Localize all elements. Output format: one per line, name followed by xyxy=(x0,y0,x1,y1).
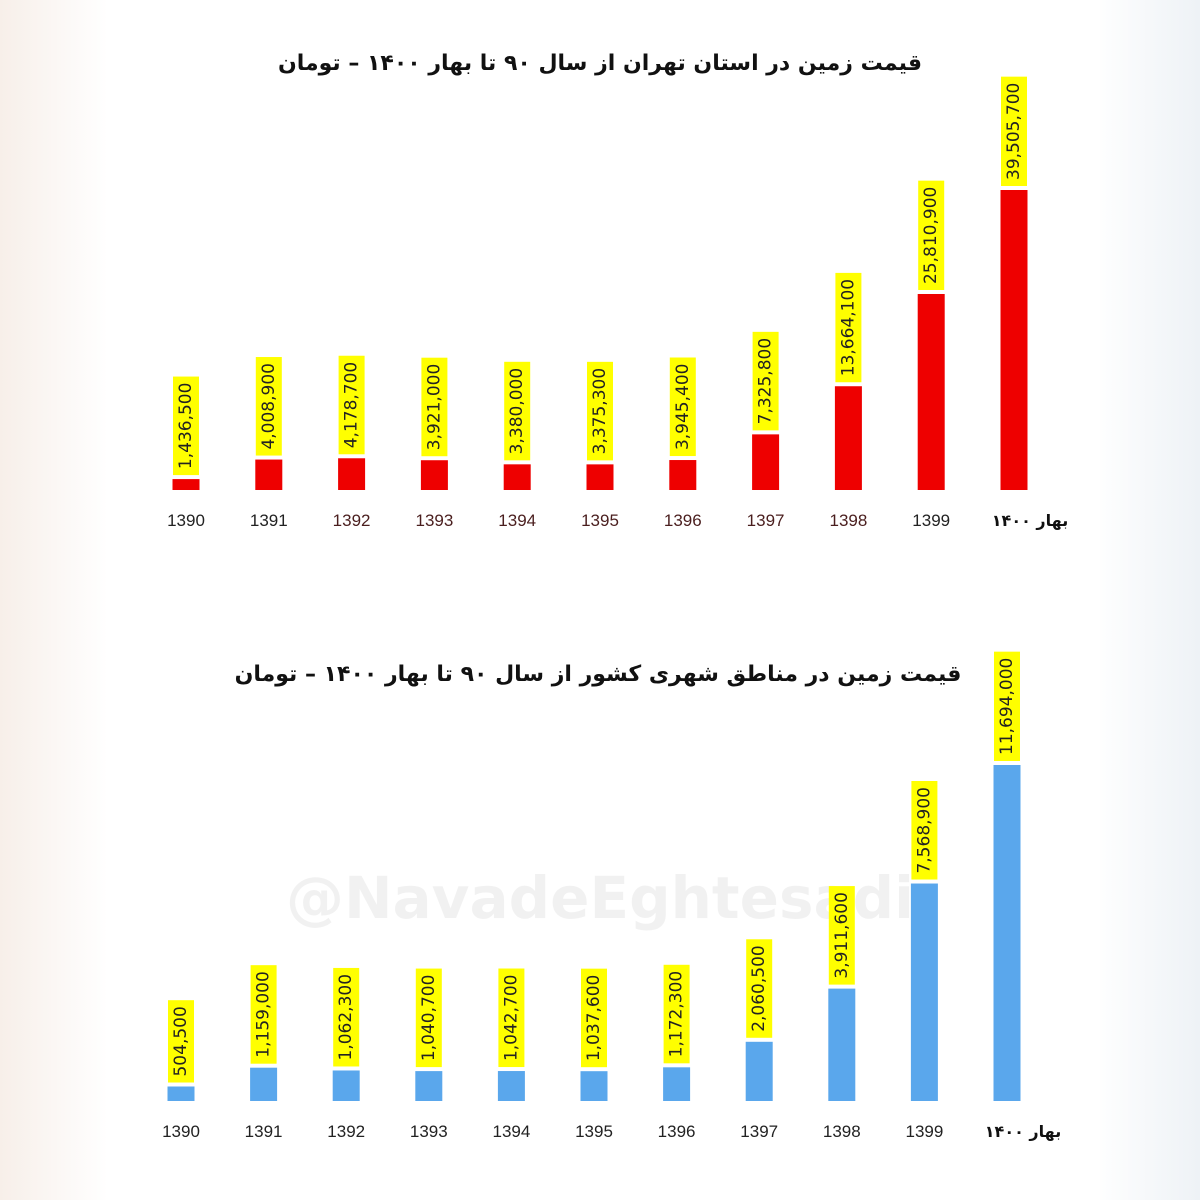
tick-label: 1391 xyxy=(245,1122,283,1141)
data-label-bg xyxy=(587,361,613,461)
data-label: 504,500 xyxy=(171,1006,191,1076)
data-label: 1,436,500 xyxy=(176,383,196,470)
data-label: 25,810,900 xyxy=(921,187,941,284)
tick-label: 1392 xyxy=(333,511,371,530)
data-label-bg xyxy=(669,357,696,457)
data-label-bg xyxy=(994,651,1020,761)
data-label-bg xyxy=(168,1000,194,1083)
data-label-bg xyxy=(746,939,773,1038)
tick-label: 1398 xyxy=(823,1122,861,1141)
watermark-text: @NavadeEghtesadi xyxy=(286,864,914,932)
data-label: 3,380,000 xyxy=(507,368,527,455)
bar xyxy=(415,1071,443,1101)
data-label-bg xyxy=(752,331,779,431)
data-label: 11,694,000 xyxy=(997,658,1017,755)
bar xyxy=(420,460,448,490)
data-label-bg xyxy=(663,964,690,1064)
data-label: 7,325,800 xyxy=(756,338,776,425)
chart-title: قیمت زمین در مناطق شهری کشور از سال ۹۰ ت… xyxy=(235,662,962,687)
bar xyxy=(752,434,780,490)
data-label: 39,505,700 xyxy=(1004,83,1024,180)
bar xyxy=(669,460,697,490)
data-label: 1,040,700 xyxy=(419,975,439,1062)
data-label-bg xyxy=(828,886,855,985)
data-label: 3,911,600 xyxy=(832,892,852,979)
bar xyxy=(250,1067,278,1101)
data-label: 13,664,100 xyxy=(838,279,858,376)
data-label-bg xyxy=(835,272,862,383)
tick-label: 1392 xyxy=(327,1122,365,1141)
data-label: 7,568,900 xyxy=(914,787,934,874)
tick-label: 1395 xyxy=(581,511,619,530)
data-label: 2,060,500 xyxy=(749,945,769,1032)
tick-label: 1394 xyxy=(498,511,536,530)
data-label-bg xyxy=(333,967,360,1067)
data-label: 1,062,300 xyxy=(336,974,356,1061)
data-label: 3,375,300 xyxy=(590,368,610,455)
data-label-bg xyxy=(338,355,365,455)
data-label-bg xyxy=(1001,76,1027,186)
bar xyxy=(586,464,614,490)
data-label-bg xyxy=(498,968,525,1068)
chart-title: قیمت زمین در استان تهران از سال ۹۰ تا به… xyxy=(278,51,922,76)
tick-label: 1396 xyxy=(664,511,702,530)
bar xyxy=(167,1086,195,1101)
tick-label: 1399 xyxy=(905,1122,943,1141)
data-label: 4,008,900 xyxy=(259,363,279,450)
tick-label: 1393 xyxy=(410,1122,448,1141)
data-label-bg xyxy=(173,376,199,476)
tick-label: 1397 xyxy=(740,1122,778,1141)
bar xyxy=(663,1067,691,1101)
bar xyxy=(910,883,938,1101)
data-label-bg xyxy=(911,780,938,880)
data-label: 1,042,700 xyxy=(501,975,521,1062)
tick-label: 1399 xyxy=(912,511,950,530)
bar xyxy=(332,1070,360,1101)
bar xyxy=(497,1071,525,1101)
bar xyxy=(338,458,366,490)
data-label-bg xyxy=(918,180,945,290)
tick-label: بهار ۱۴۰۰ xyxy=(992,511,1068,530)
tick-label: 1394 xyxy=(492,1122,530,1141)
bar xyxy=(834,386,862,490)
data-label-bg xyxy=(415,968,442,1068)
data-label: 1,037,600 xyxy=(584,975,604,1062)
data-label-bg xyxy=(421,357,448,457)
bar xyxy=(580,1071,608,1101)
bar xyxy=(745,1041,773,1101)
data-label: 3,921,000 xyxy=(424,364,444,451)
data-label: 1,159,000 xyxy=(254,971,274,1058)
bar xyxy=(828,988,856,1101)
tick-label: 1397 xyxy=(747,511,785,530)
tick-label: 1390 xyxy=(167,511,205,530)
data-label: 3,945,400 xyxy=(673,364,693,451)
bar xyxy=(172,479,200,490)
data-label-bg xyxy=(504,361,531,461)
bar xyxy=(503,464,531,490)
tick-label: بهار ۱۴۰۰ xyxy=(985,1122,1061,1141)
tick-label: 1390 xyxy=(162,1122,200,1141)
urban-land-price-chart: قیمت زمین در مناطق شهری کشور از سال ۹۰ ت… xyxy=(162,651,1061,1141)
bar xyxy=(255,459,283,490)
tick-label: 1393 xyxy=(415,511,453,530)
tick-label: 1396 xyxy=(658,1122,696,1141)
data-label-bg xyxy=(255,357,282,456)
tick-label: 1395 xyxy=(575,1122,613,1141)
data-label-bg xyxy=(581,968,607,1068)
data-label: 4,178,700 xyxy=(342,362,362,449)
tick-label: 1391 xyxy=(250,511,288,530)
data-label: 1,172,300 xyxy=(667,971,687,1058)
bar xyxy=(917,293,945,490)
bar xyxy=(993,765,1021,1101)
bar xyxy=(1000,190,1028,490)
tick-label: 1398 xyxy=(829,511,867,530)
data-label-bg xyxy=(250,965,277,1064)
tehran-land-price-chart: قیمت زمین در استان تهران از سال ۹۰ تا به… xyxy=(167,51,1068,530)
